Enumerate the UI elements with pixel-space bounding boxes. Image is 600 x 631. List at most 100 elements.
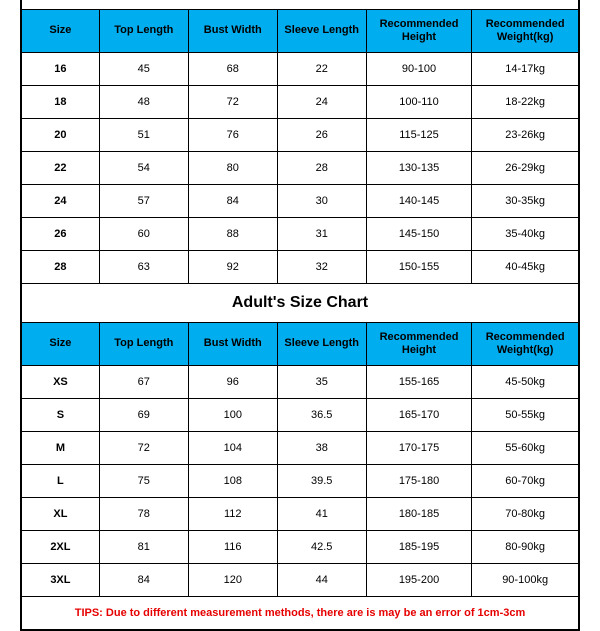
table-row: 20517626115-12523-26kg <box>22 118 578 151</box>
table-cell: 28 <box>22 251 100 283</box>
table-cell: 130-135 <box>367 152 473 184</box>
table-cell: 18-22kg <box>472 86 578 118</box>
table-cell: 72 <box>100 432 189 464</box>
table-cell: 39.5 <box>278 465 367 497</box>
table-cell: 36.5 <box>278 399 367 431</box>
table-cell: 35-40kg <box>472 218 578 250</box>
table-cell: 22 <box>278 53 367 85</box>
table-cell: 84 <box>100 564 189 596</box>
table-cell: 31 <box>278 218 367 250</box>
table-cell: XS <box>22 366 100 398</box>
table-cell: 18 <box>22 86 100 118</box>
adults-table-body: XS679635155-16545-50kgS6910036.5165-1705… <box>22 365 578 596</box>
table-cell: 75 <box>100 465 189 497</box>
table-cell: 38 <box>278 432 367 464</box>
col-top-length: Top Length <box>100 323 189 365</box>
table-cell: 60-70kg <box>472 465 578 497</box>
table-cell: 42.5 <box>278 531 367 563</box>
kids-title-row: Kid's Size Chart Unite: CM <box>22 0 578 10</box>
table-cell: 26 <box>278 119 367 151</box>
table-cell: 78 <box>100 498 189 530</box>
table-cell: 57 <box>100 185 189 217</box>
table-cell: 22 <box>22 152 100 184</box>
table-cell: 24 <box>278 86 367 118</box>
table-cell: 16 <box>22 53 100 85</box>
table-cell: 84 <box>189 185 278 217</box>
col-rec-weight: Recommended Weight(kg) <box>472 10 578 52</box>
table-cell: 80-90kg <box>472 531 578 563</box>
col-top-length: Top Length <box>100 10 189 52</box>
size-chart-container: Kid's Size Chart Unite: CM Size Top Leng… <box>20 0 580 631</box>
table-cell: 150-155 <box>367 251 473 283</box>
table-cell: 44 <box>278 564 367 596</box>
kids-header-row: Size Top Length Bust Width Sleeve Length… <box>22 10 578 52</box>
adults-title: Adult's Size Chart <box>22 294 578 312</box>
table-cell: 80 <box>189 152 278 184</box>
table-cell: 28 <box>278 152 367 184</box>
table-cell: 41 <box>278 498 367 530</box>
table-cell: 120 <box>189 564 278 596</box>
table-cell: 54 <box>100 152 189 184</box>
table-cell: 155-165 <box>367 366 473 398</box>
table-cell: 45 <box>100 53 189 85</box>
table-cell: XL <box>22 498 100 530</box>
col-size: Size <box>22 323 100 365</box>
col-sleeve-length: Sleeve Length <box>278 10 367 52</box>
table-row: 2XL8111642.5185-19580-90kg <box>22 530 578 563</box>
table-cell: 48 <box>100 86 189 118</box>
table-cell: 145-150 <box>367 218 473 250</box>
table-cell: 96 <box>189 366 278 398</box>
table-cell: 26 <box>22 218 100 250</box>
table-cell: 50-55kg <box>472 399 578 431</box>
table-cell: 165-170 <box>367 399 473 431</box>
table-cell: 116 <box>189 531 278 563</box>
table-cell: 51 <box>100 119 189 151</box>
table-row: M7210438170-17555-60kg <box>22 431 578 464</box>
table-cell: 100 <box>189 399 278 431</box>
table-cell: 70-80kg <box>472 498 578 530</box>
table-cell: 180-185 <box>367 498 473 530</box>
table-cell: 81 <box>100 531 189 563</box>
table-cell: 60 <box>100 218 189 250</box>
table-cell: 3XL <box>22 564 100 596</box>
table-cell: 140-145 <box>367 185 473 217</box>
table-row: XL7811241180-18570-80kg <box>22 497 578 530</box>
table-row: L7510839.5175-18060-70kg <box>22 464 578 497</box>
table-cell: 63 <box>100 251 189 283</box>
table-cell: 175-180 <box>367 465 473 497</box>
table-cell: 24 <box>22 185 100 217</box>
col-size: Size <box>22 10 100 52</box>
table-row: 3XL8412044195-20090-100kg <box>22 563 578 596</box>
table-cell: 90-100 <box>367 53 473 85</box>
col-rec-height: Recommended Height <box>367 10 473 52</box>
table-row: XS679635155-16545-50kg <box>22 365 578 398</box>
table-cell: 14-17kg <box>472 53 578 85</box>
tips-note: TIPS: Due to different measurement metho… <box>22 596 578 629</box>
adults-header-row: Size Top Length Bust Width Sleeve Length… <box>22 323 578 365</box>
table-cell: 104 <box>189 432 278 464</box>
table-cell: 69 <box>100 399 189 431</box>
table-row: 1645682290-10014-17kg <box>22 52 578 85</box>
table-cell: 112 <box>189 498 278 530</box>
table-cell: 30 <box>278 185 367 217</box>
col-sleeve-length: Sleeve Length <box>278 323 367 365</box>
table-row: 28639232150-15540-45kg <box>22 250 578 283</box>
kids-table-body: 1645682290-10014-17kg18487224100-11018-2… <box>22 52 578 283</box>
table-cell: S <box>22 399 100 431</box>
table-cell: 35 <box>278 366 367 398</box>
col-rec-weight: Recommended Weight(kg) <box>472 323 578 365</box>
table-row: 24578430140-14530-35kg <box>22 184 578 217</box>
table-cell: 88 <box>189 218 278 250</box>
table-cell: 115-125 <box>367 119 473 151</box>
table-cell: 26-29kg <box>472 152 578 184</box>
col-bust-width: Bust Width <box>189 10 278 52</box>
table-row: S6910036.5165-17050-55kg <box>22 398 578 431</box>
table-cell: L <box>22 465 100 497</box>
table-row: 18487224100-11018-22kg <box>22 85 578 118</box>
table-cell: 90-100kg <box>472 564 578 596</box>
table-row: 22548028130-13526-29kg <box>22 151 578 184</box>
table-cell: 30-35kg <box>472 185 578 217</box>
table-cell: 170-175 <box>367 432 473 464</box>
table-cell: 92 <box>189 251 278 283</box>
table-cell: 45-50kg <box>472 366 578 398</box>
